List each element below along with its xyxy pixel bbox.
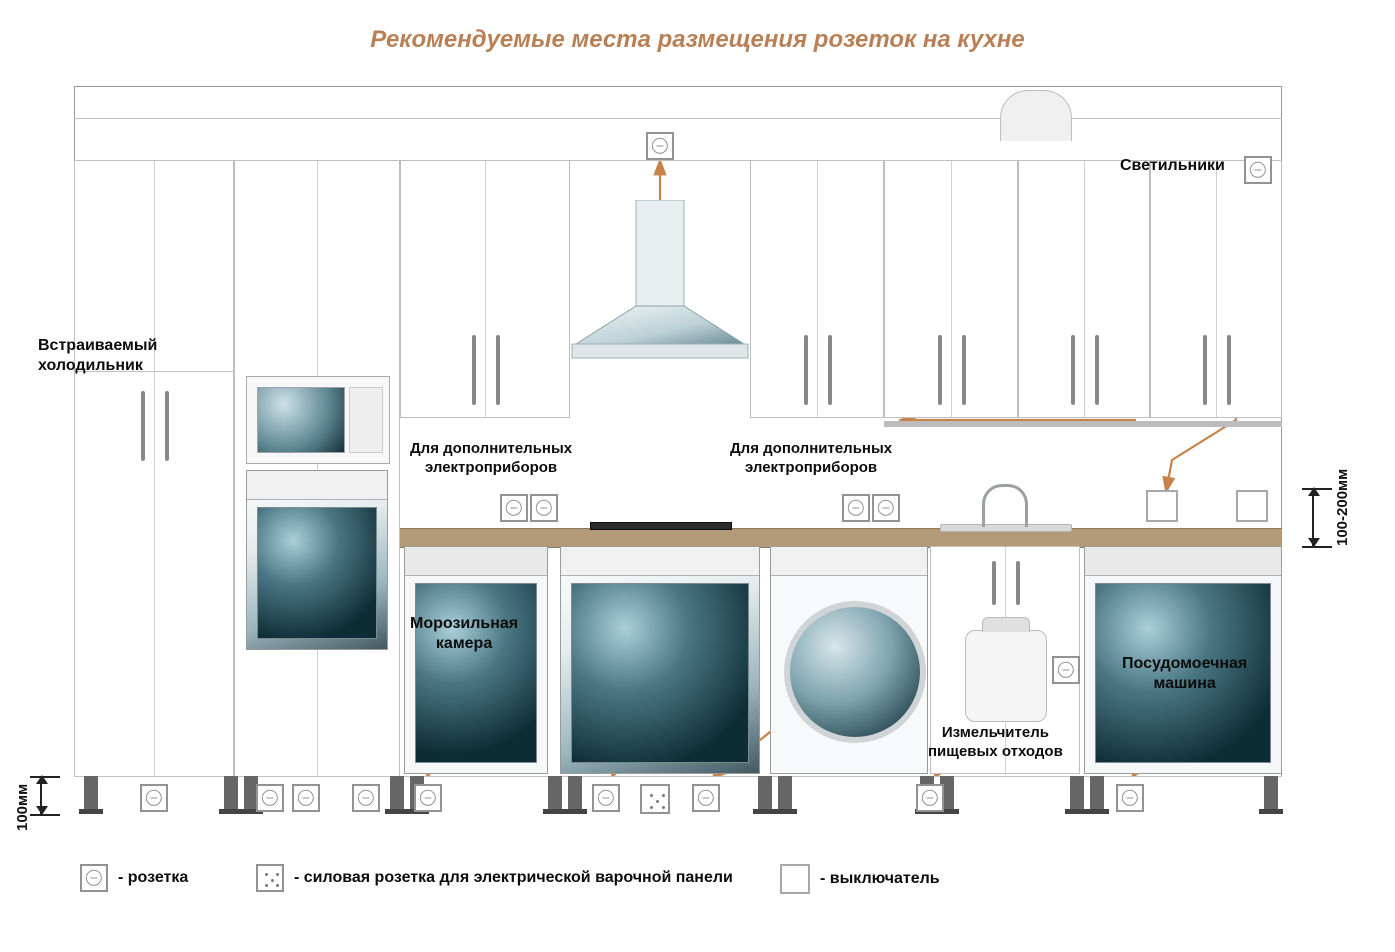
- tower-oven: [246, 470, 388, 650]
- upper-cabinet: [1018, 160, 1150, 418]
- top-trim: [74, 118, 1282, 119]
- legend-text: - розетка: [118, 869, 188, 887]
- lbl-disposer: Измельчитель пищевых отходов: [928, 724, 1063, 762]
- lbl-extra-r: Для дополнительных электроприборов: [730, 440, 892, 478]
- countertop: [400, 528, 1282, 548]
- power-outlet-icon: [256, 864, 284, 892]
- legend-switch: - выключатель: [780, 864, 940, 894]
- o-ct-left-2: [530, 494, 558, 522]
- faucet: [982, 484, 1028, 527]
- upper-cabinet: [884, 160, 1018, 418]
- o-washer: [692, 784, 720, 812]
- legend-text: - выключатель: [820, 870, 940, 888]
- lbl-lights: Светильники: [1120, 156, 1225, 176]
- range-oven: [560, 546, 760, 774]
- o-freezer: [414, 784, 442, 812]
- o-lights: [1244, 156, 1272, 184]
- m-100-tick-bot: [30, 814, 60, 816]
- cabinet-foot: [84, 776, 98, 814]
- o-ct-left-1: [500, 494, 528, 522]
- page-title: Рекомендуемые места размещения розеток н…: [0, 26, 1395, 54]
- p-range: [640, 784, 670, 814]
- cabinet-foot: [1264, 776, 1278, 814]
- m-100-bar: [40, 776, 42, 814]
- cabinet-foot: [568, 776, 582, 814]
- cabinet-foot: [224, 776, 238, 814]
- diagram-stage: Рекомендуемые места размещения розеток н…: [0, 0, 1395, 952]
- o-sinkcab: [916, 784, 944, 812]
- legend-power-outlet: - силовая розетка для электрической варо…: [256, 864, 733, 892]
- vent-duct: [1000, 90, 1072, 141]
- lbl-dish: Посудомоечная машина: [1122, 654, 1247, 694]
- o-hood: [646, 132, 674, 160]
- o-disposer: [1052, 656, 1080, 684]
- washer: [770, 546, 928, 774]
- legend-text: - силовая розетка для электрической варо…: [294, 869, 733, 887]
- m-100-tick-top: [30, 776, 60, 778]
- o-ct-right-1: [842, 494, 870, 522]
- legend-outlet: - розетка: [80, 864, 188, 892]
- lbl-freezer: Морозильная камера: [410, 614, 518, 654]
- m-100-200-label: 100-200мм: [1334, 458, 1351, 556]
- o-fridge: [140, 784, 168, 812]
- o-tower-2: [292, 784, 320, 812]
- cooktop: [590, 522, 732, 530]
- sw-1: [1146, 490, 1178, 522]
- upper-cabinet: [750, 160, 884, 418]
- upper-cabinet: [1150, 160, 1282, 418]
- lbl-extra-l: Для дополнительных электроприборов: [410, 440, 572, 478]
- cabinet-foot: [758, 776, 772, 814]
- cabinet-foot: [1070, 776, 1084, 814]
- o-tower-1: [256, 784, 284, 812]
- o-dish: [1116, 784, 1144, 812]
- outlet-icon: [80, 864, 108, 892]
- switch-icon: [780, 864, 810, 894]
- o-ct-right-2: [872, 494, 900, 522]
- o-range: [592, 784, 620, 812]
- microwave: [246, 376, 390, 464]
- cabinet-foot: [1090, 776, 1104, 814]
- food-disposer: [965, 630, 1047, 722]
- m-100-label: 100мм: [14, 768, 31, 846]
- sw-2: [1236, 490, 1268, 522]
- upper-cabinet: [400, 160, 570, 418]
- o-tower-3: [352, 784, 380, 812]
- cabinet-foot: [778, 776, 792, 814]
- m-100-200-tick-top: [1302, 488, 1332, 490]
- cabinet-foot: [390, 776, 404, 814]
- lbl-fridge: Встраиваемый холодильник: [38, 336, 157, 376]
- cabinet-foot: [548, 776, 562, 814]
- range-hood: [570, 200, 750, 360]
- freezer: [404, 546, 548, 774]
- m-100-200-tick-bot: [1302, 546, 1332, 548]
- m-100-200-bar: [1312, 488, 1314, 546]
- tall-unit-fridge: [74, 160, 234, 796]
